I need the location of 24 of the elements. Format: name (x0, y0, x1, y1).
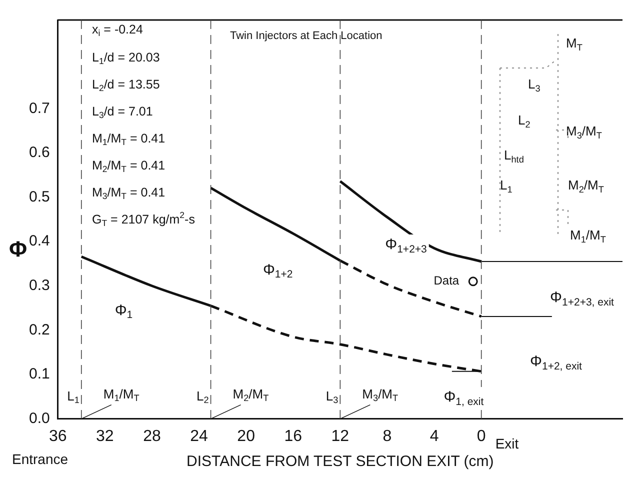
x-tick-label: 0 (476, 428, 486, 445)
text: Entrance (12, 450, 68, 467)
y-tick-label: 0.5 (28, 188, 50, 206)
y-tick-label: 0.7 (28, 100, 50, 117)
x-tick-label: 32 (96, 428, 114, 445)
x-axis-title: DISTANCE FROM TEST SECTION EXIT (cm) (186, 453, 494, 470)
text: Exit (495, 436, 519, 452)
y-tick-label: 0.0 (28, 410, 50, 427)
y-tick-label: 0.4 (28, 232, 50, 250)
x-tick-label: 36 (48, 428, 67, 445)
y-tick-label: 0.6 (28, 144, 50, 162)
x-tick-label: 4 (430, 428, 439, 445)
y-tick-label: 0.3 (28, 277, 50, 294)
x-tick-label: 8 (382, 428, 392, 445)
x-tick-label: 24 (190, 428, 208, 445)
x-tick-label: 28 (143, 428, 161, 445)
annotation: Twin Injectors at Each Location (230, 30, 382, 42)
y-axis-title: Φ (8, 236, 28, 262)
y-tick-label: 0.2 (28, 321, 50, 338)
x-tick-label: 16 (284, 428, 302, 445)
series-label: Data (434, 274, 460, 288)
y-tick-label: 0.1 (28, 366, 50, 383)
x-tick-label: 12 (331, 428, 350, 445)
x-tick-label: 20 (237, 428, 256, 445)
